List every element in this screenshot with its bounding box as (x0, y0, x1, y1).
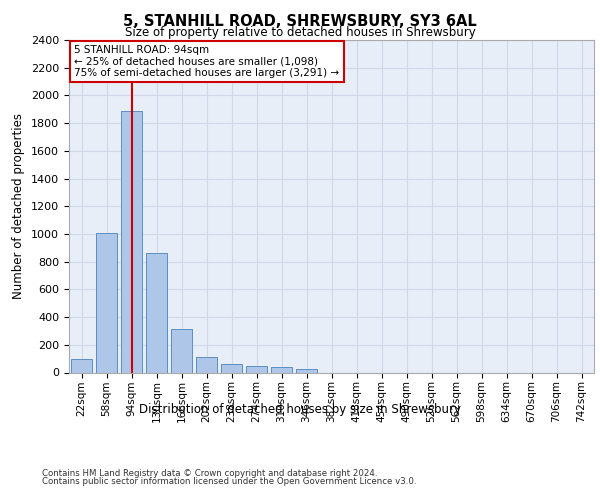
Bar (271, 367, 292, 372)
Text: Contains HM Land Registry data © Crown copyright and database right 2024.: Contains HM Land Registry data © Crown c… (42, 468, 377, 477)
Bar (71, 360, 92, 372)
Text: Contains public sector information licensed under the Open Government Licence v3: Contains public sector information licen… (42, 477, 416, 486)
Bar (171, 329, 192, 372)
Text: Size of property relative to detached houses in Shrewsbury: Size of property relative to detached ho… (125, 26, 475, 39)
Text: Distribution of detached houses by size in Shrewsbury: Distribution of detached houses by size … (139, 402, 461, 415)
Bar (221, 364, 242, 372)
Y-axis label: Number of detached properties: Number of detached properties (13, 114, 25, 299)
Text: 5, STANHILL ROAD, SHREWSBURY, SY3 6AL: 5, STANHILL ROAD, SHREWSBURY, SY3 6AL (123, 14, 477, 29)
Bar (296, 369, 317, 372)
Bar (246, 366, 267, 372)
Bar (196, 356, 217, 372)
Bar (96, 232, 117, 372)
Text: 5 STANHILL ROAD: 94sqm
← 25% of detached houses are smaller (1,098)
75% of semi-: 5 STANHILL ROAD: 94sqm ← 25% of detached… (74, 45, 340, 78)
Bar (146, 254, 167, 372)
Bar (121, 110, 142, 372)
